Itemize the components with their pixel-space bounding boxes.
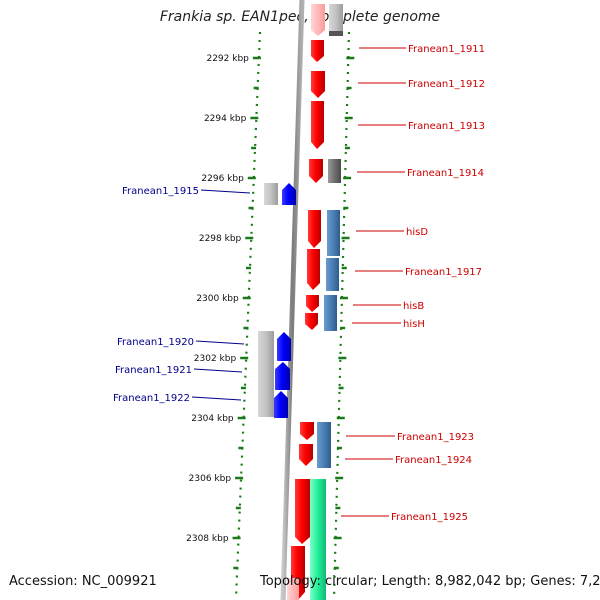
gene-features bbox=[258, 4, 343, 600]
gene-label[interactable]: Franean1_1914 bbox=[407, 168, 484, 179]
axis-tick-label: 2298 kbp bbox=[199, 234, 242, 244]
gene-franean1-1924-arrow[interactable] bbox=[299, 444, 313, 466]
axis-ticks: 2292 kbp 2294 kbp 2296 kbp 2298 kbp 2300 kbp… bbox=[186, 54, 355, 570]
gene-franean1-1920-arrow[interactable] bbox=[277, 332, 291, 361]
gene-label[interactable]: Franean1_1921 bbox=[115, 365, 192, 376]
gene-label[interactable]: Franean1_1920 bbox=[117, 337, 194, 348]
gene-leader-line bbox=[191, 396, 242, 401]
gene-label[interactable]: Franean1_1917 bbox=[405, 267, 482, 278]
gene-franean1-1915-gray-block[interactable] bbox=[264, 183, 278, 205]
gene-franean1-1925-arrow[interactable] bbox=[295, 479, 310, 544]
topology-label: Topology: circular; Length: 8,982,042 bp… bbox=[260, 574, 600, 589]
left-coordinate-track bbox=[234, 31, 262, 599]
gene-franean1-1915-arrow[interactable] bbox=[282, 183, 296, 205]
gene-franean1-1911-arrow[interactable] bbox=[311, 40, 324, 62]
gene-label[interactable]: Franean1_1913 bbox=[408, 121, 485, 132]
axis-tick-label: 2304 kbp bbox=[191, 414, 234, 424]
gene-hisd-arrow[interactable] bbox=[308, 210, 321, 248]
axis-tick-label: 2308 kbp bbox=[186, 534, 229, 544]
gene-franean1-1913-arrow[interactable] bbox=[311, 101, 324, 149]
gene-franean1-1914-gray-block[interactable] bbox=[328, 159, 341, 183]
axis-tick-label: 2292 kbp bbox=[206, 54, 249, 64]
gene-franean1-1923-arrow[interactable] bbox=[300, 422, 314, 440]
gene-franean1-1920-gray-block[interactable] bbox=[258, 331, 274, 417]
axis-tick-label: 2300 kbp bbox=[196, 294, 239, 304]
gene-label[interactable]: hisH bbox=[403, 319, 425, 330]
gene-leader-line bbox=[200, 189, 251, 194]
gene-franean1-1911-pale-arrow[interactable] bbox=[311, 4, 325, 36]
gene-franean1-1921-arrow[interactable] bbox=[275, 362, 290, 390]
gene-franean1-1917-cds-block[interactable] bbox=[326, 258, 339, 291]
gene-label[interactable]: Franean1_1923 bbox=[397, 432, 474, 443]
gene-hish-arrow[interactable] bbox=[305, 313, 318, 330]
gene-label[interactable]: Franean1_1924 bbox=[395, 455, 472, 466]
gene-franean1-1911-dark-edge bbox=[329, 31, 343, 36]
axis-tick-label: 2302 kbp bbox=[194, 354, 237, 364]
gene-franean1-1925-rna-block[interactable] bbox=[310, 479, 326, 600]
gene-next-pale-block bbox=[287, 578, 299, 600]
axis-tick-label: 2294 kbp bbox=[204, 114, 247, 124]
gene-leader-line bbox=[193, 368, 243, 373]
gene-hisd-cds-block[interactable] bbox=[327, 210, 340, 256]
gene-label[interactable]: Franean1_1911 bbox=[408, 44, 485, 55]
accession-label: Accession: NC_009921 bbox=[9, 574, 157, 589]
gene-label[interactable]: Franean1_1925 bbox=[391, 512, 468, 523]
gene-label[interactable]: hisB bbox=[403, 301, 424, 312]
gene-leader-line bbox=[195, 340, 245, 345]
axis-tick-label: 2306 kbp bbox=[189, 474, 232, 484]
axis-tick-label: 2296 kbp bbox=[201, 174, 244, 184]
gene-labels: Franean1_1911 Franean1_1912 Franean1_1913 F… bbox=[113, 44, 485, 523]
gene-franean1-1922-arrow[interactable] bbox=[274, 391, 288, 418]
gene-franean1-1914-arrow[interactable] bbox=[309, 159, 323, 183]
gene-franean1-1917-arrow[interactable] bbox=[307, 249, 320, 290]
genome-backbone bbox=[280, 0, 305, 600]
gene-label[interactable]: Franean1_1912 bbox=[408, 79, 485, 90]
gene-label[interactable]: Franean1_1915 bbox=[122, 186, 199, 197]
gene-label[interactable]: Franean1_1922 bbox=[113, 393, 190, 404]
gene-label[interactable]: hisD bbox=[406, 227, 428, 238]
gene-hisb-cds-block[interactable] bbox=[324, 295, 337, 331]
gene-hisb-arrow[interactable] bbox=[306, 295, 319, 312]
gene-franean1-1911-gray-block[interactable] bbox=[329, 4, 343, 36]
gene-franean1-1912-arrow[interactable] bbox=[311, 71, 325, 98]
gene-franean1-1923-cds-block[interactable] bbox=[317, 422, 331, 468]
